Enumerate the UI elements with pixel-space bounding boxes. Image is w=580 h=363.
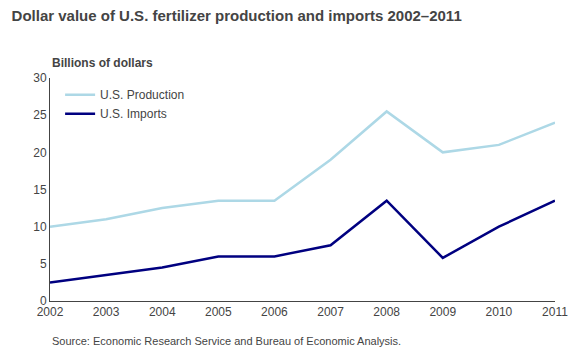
svg-text:30: 30 [33, 71, 47, 85]
svg-text:Billions of dollars: Billions of dollars [52, 56, 153, 70]
svg-text:Dollar value of U.S. fertilize: Dollar value of U.S. fertilizer producti… [12, 7, 462, 24]
svg-text:U.S. Imports: U.S. Imports [100, 107, 167, 121]
svg-text:2004: 2004 [149, 305, 176, 319]
svg-text:U.S. Production: U.S. Production [100, 88, 184, 102]
svg-text:15: 15 [33, 183, 47, 197]
svg-text:2003: 2003 [93, 305, 120, 319]
svg-text:2010: 2010 [486, 305, 513, 319]
svg-text:2002: 2002 [37, 305, 64, 319]
svg-text:5: 5 [40, 257, 47, 271]
svg-text:10: 10 [33, 220, 47, 234]
svg-text:2006: 2006 [261, 305, 288, 319]
svg-text:25: 25 [33, 108, 47, 122]
svg-text:20: 20 [33, 146, 47, 160]
svg-text:2008: 2008 [373, 305, 400, 319]
svg-text:2011: 2011 [542, 305, 568, 319]
svg-text:2005: 2005 [205, 305, 232, 319]
svg-text:0: 0 [40, 294, 47, 308]
svg-text:Source: Economic Research Serv: Source: Economic Research Service and Bu… [52, 335, 401, 347]
svg-text:2007: 2007 [317, 305, 344, 319]
svg-text:2009: 2009 [429, 305, 456, 319]
